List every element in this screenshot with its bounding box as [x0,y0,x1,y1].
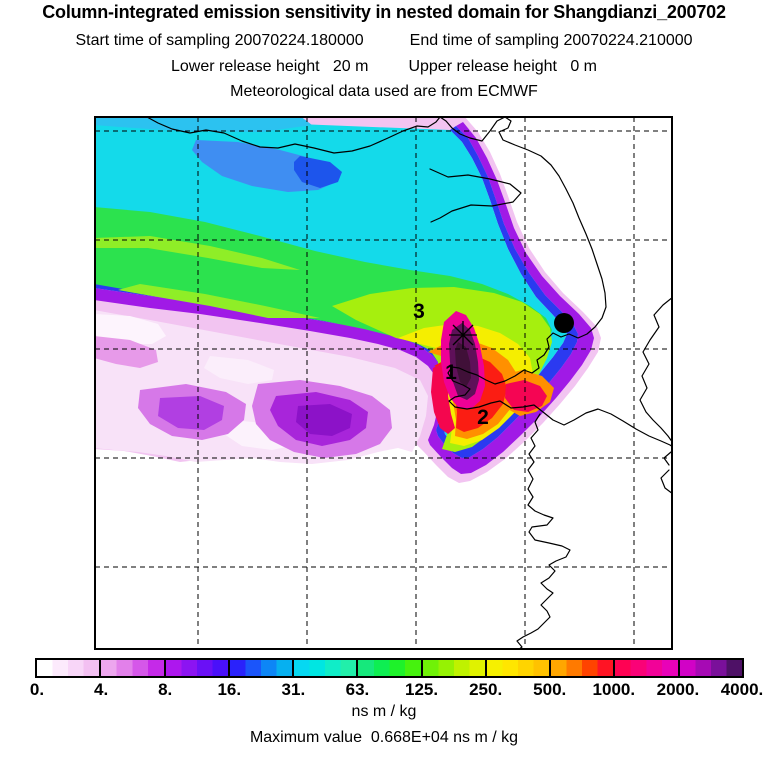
coastline-north-and-bohai [146,116,674,448]
site-label-1: 1 [445,361,457,384]
coastlines [146,116,674,651]
colorbar-tick-8: 8. [158,680,173,699]
figure-title: Column-integrated emission sensitivity i… [42,2,726,22]
colorbar-tick-4000: 4000. [720,680,764,699]
colorbar-segment-9 [613,660,678,676]
colorbar-tick-2000: 2000. [656,680,700,699]
colorbar-tick-500: 500. [533,680,567,699]
green-light-streak-1 [94,236,300,270]
coastline-shandong [516,413,571,651]
end-time-text: End time of sampling 20070224.210000 [409,32,693,49]
colorbar-segment-3 [227,660,293,676]
map-frame [94,116,673,650]
coastline-peninsula-loop [429,168,522,223]
colorbar-tick-0: 0. [29,680,45,699]
hot-crimson-east-patch [505,380,547,412]
upper-release-text: Upper release height 0 m [408,58,597,75]
colorbar-segment-1 [99,660,164,676]
lower-release-text: Lower release height 20 m [171,58,369,75]
colorbar-tick-250: 250. [469,680,503,699]
colorbar-segment-2 [163,660,228,676]
colorbar-tick-31: 31. [281,680,306,699]
green-light-streak-2 [118,284,320,318]
colorbar-segment-0 [37,660,100,676]
colorbar-segment-4 [292,660,357,676]
coastline-korea-fragment-2 [660,469,674,495]
colorbar [35,658,744,678]
colorbar-tick-63: 63. [345,680,370,699]
met-source-text: Meteorological data used are from ECMWF [230,83,538,100]
sampling-times-row: Start time of sampling 20070224.180000 E… [0,32,768,50]
colorbar-tick-4: 4. [93,680,109,699]
release-star-icon [452,324,474,346]
release-heights-row: Lower release height 20 m Upper release … [0,58,768,76]
site-label-3: 3 [413,300,425,323]
colorbar-segment-8 [549,660,614,676]
met-source-row: Meteorological data used are from ECMWF [0,83,768,101]
hot-crimson-west [431,362,455,434]
site-markers: 3 12 [413,300,574,429]
receptor-dot-icon [554,313,574,333]
purple-patch-a-core [158,396,224,430]
hot-darkest-core [455,342,471,387]
purple-patch-b-dark [296,404,352,436]
coastline-korea-west [639,296,674,444]
max-value-text: Maximum value 0.668E+04 ns m / kg [249,729,519,746]
pale-white-patch-2 [204,356,274,384]
site-label-2: 2 [477,406,489,429]
colorbar-segment-6 [420,660,485,676]
plume-green-region [94,207,552,432]
top-edge-blue-strip [94,116,312,132]
colorbar-segment-5 [356,660,421,676]
colorbar-tick-125: 125. [404,680,439,699]
grid-lines [95,117,672,649]
pale-white-patch-1 [94,314,166,344]
start-time-text: Start time of sampling 20070224.180000 [75,32,364,49]
upper-blue-patch-dark [294,156,342,188]
pale-magenta-patch-left [94,336,158,368]
colorbar-segment-7 [484,660,550,676]
colorbar-tick-16: 16. [217,680,242,699]
sensitivity-map: 3 12 [94,116,674,651]
colorbar-segment-10 [677,660,742,676]
colorbar-units: ns m / kg [351,703,417,720]
colorbar-tick-1000: 1000. [592,680,636,699]
